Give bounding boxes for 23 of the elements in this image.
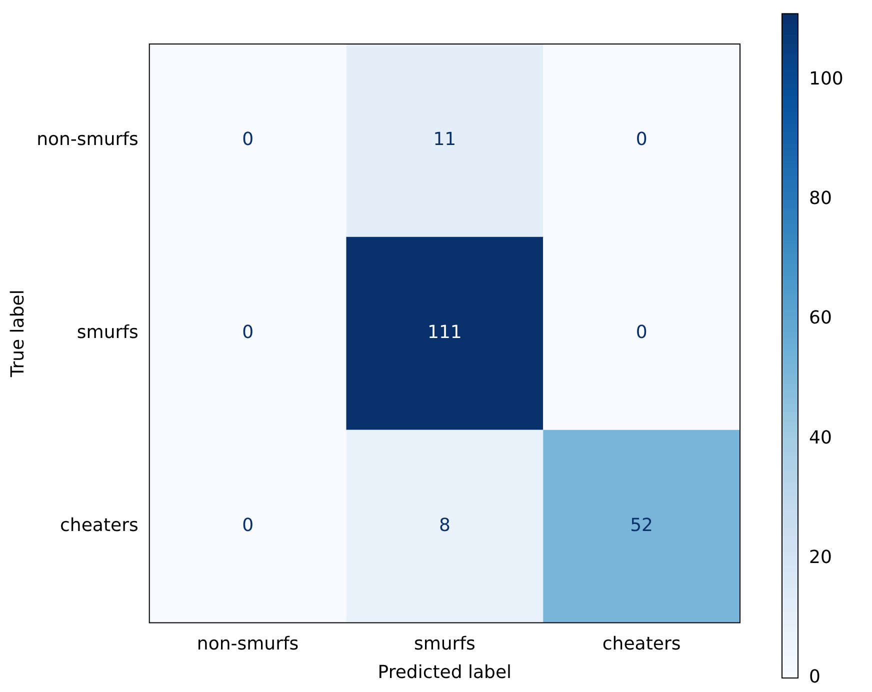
- data-label: 11: [433, 129, 456, 150]
- x-tick-label: smurfs: [414, 633, 476, 654]
- color-bar-label: 80: [809, 188, 832, 209]
- x-tick-label: cheaters: [602, 633, 681, 654]
- data-label: 8: [438, 515, 450, 536]
- y-axis-title: True label: [7, 290, 28, 378]
- color-bar-label: 60: [809, 308, 832, 329]
- data-label: 52: [630, 515, 654, 536]
- color-bar-label: 100: [809, 68, 844, 90]
- y-tick-label: non-smurfs: [36, 129, 138, 150]
- y-tick-label: smurfs: [76, 322, 138, 344]
- color-bar-label: 20: [809, 546, 832, 568]
- data-label: 0: [242, 322, 254, 344]
- x-axis-title: Predicted label: [378, 662, 512, 683]
- color-bar-label: 0: [809, 666, 820, 688]
- y-tick-label: cheaters: [60, 515, 138, 536]
- color-bar-label: 40: [809, 427, 832, 448]
- data-label: 111: [428, 322, 462, 344]
- data-label: 0: [242, 129, 254, 150]
- data-label: 0: [242, 515, 254, 536]
- x-tick-label: non-smurfs: [196, 633, 299, 654]
- data-label: 0: [636, 322, 648, 344]
- data-label: 0: [636, 129, 648, 150]
